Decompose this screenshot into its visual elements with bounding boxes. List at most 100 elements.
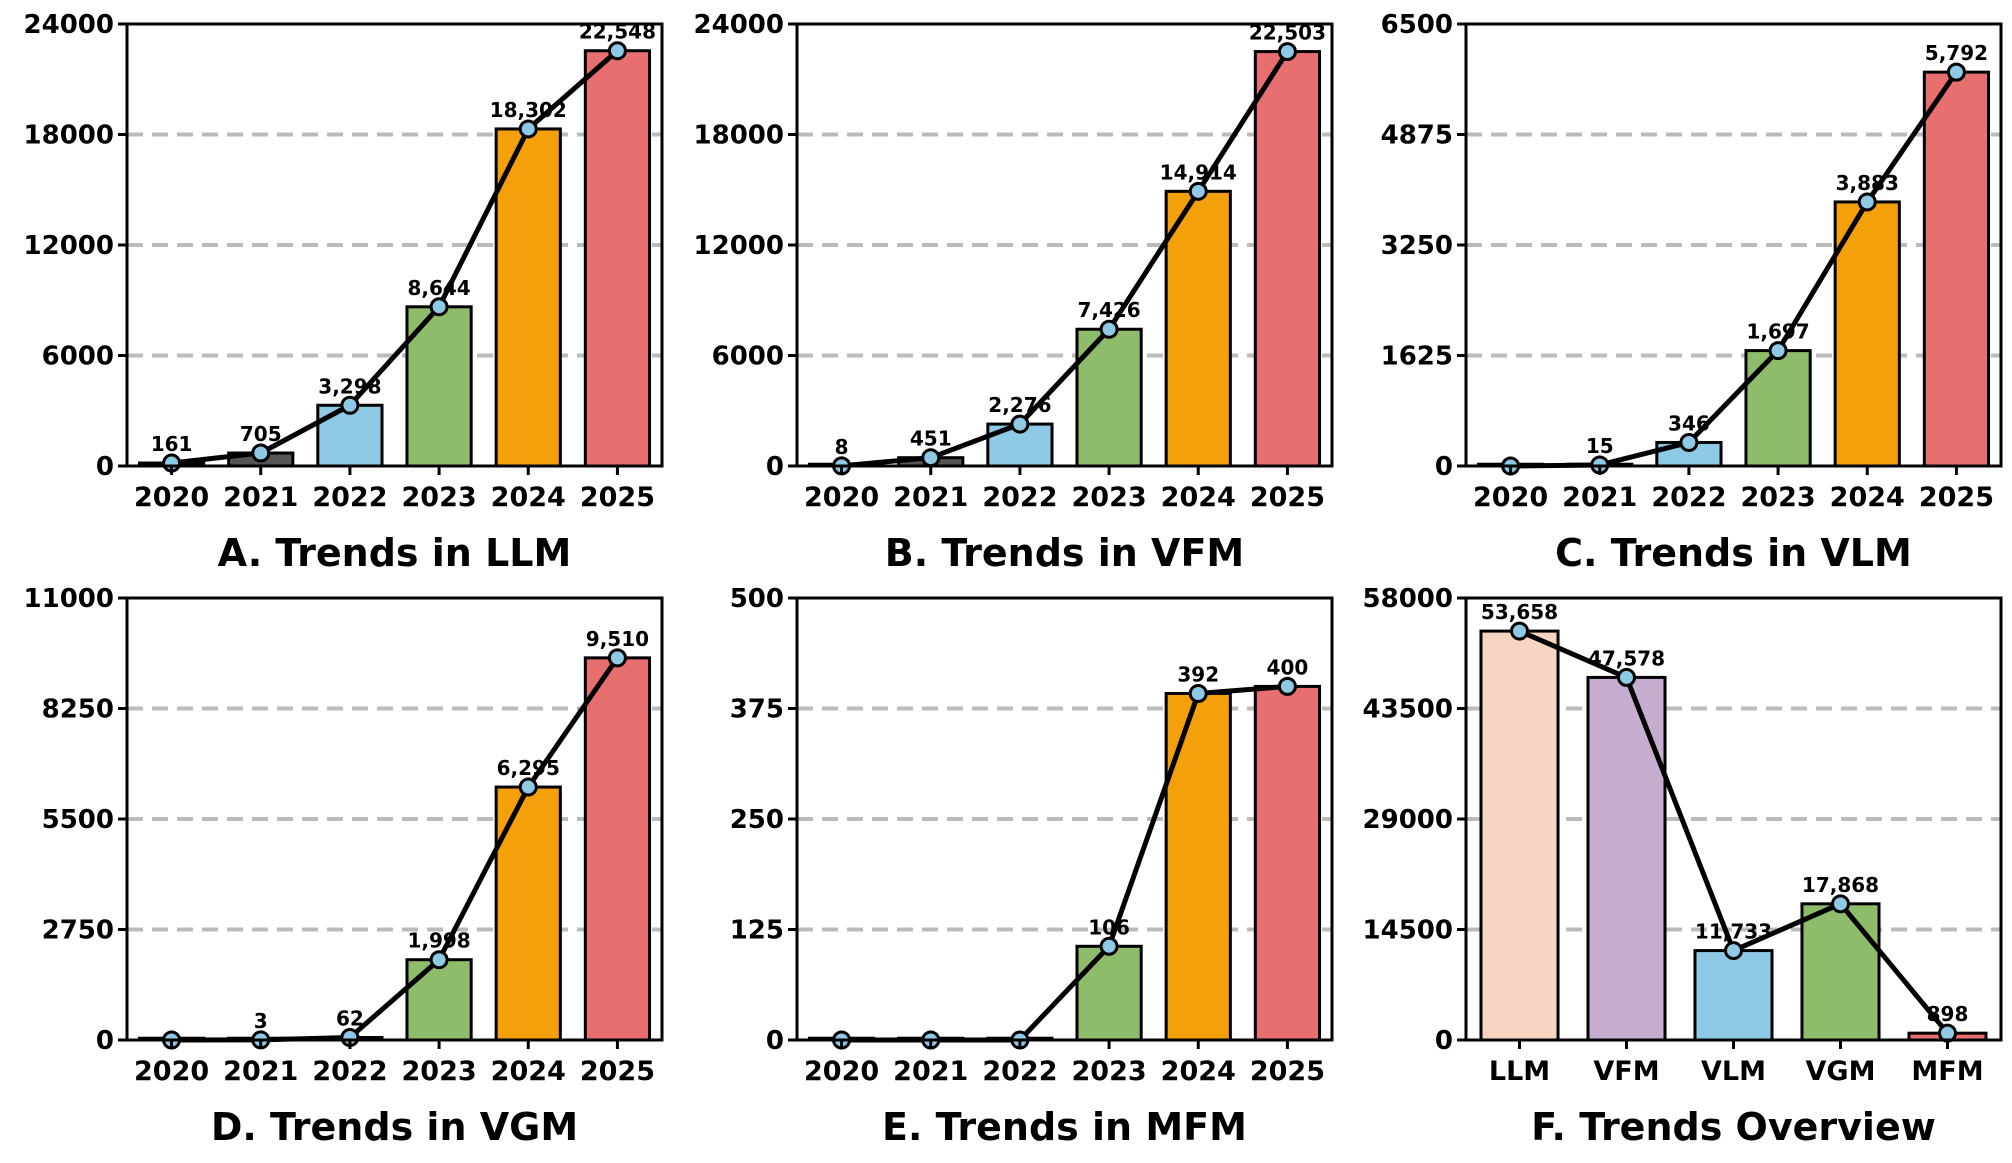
y-tick-label: 11000 bbox=[24, 584, 114, 614]
bar-2023 bbox=[405, 958, 473, 1042]
bar-VGM bbox=[1800, 902, 1881, 1042]
bar-2024 bbox=[494, 785, 562, 1042]
y-tick-label: 58000 bbox=[1363, 584, 1453, 614]
x-tick-label: 2024 bbox=[1161, 1056, 1236, 1087]
bar-2024 bbox=[1164, 691, 1232, 1042]
y-tick-label: 1625 bbox=[1381, 342, 1453, 372]
value-label: 451 bbox=[910, 427, 952, 451]
y-tick-label: 0 bbox=[1435, 452, 1453, 482]
y-tick-label: 6000 bbox=[712, 342, 784, 372]
y-tick-label: 375 bbox=[730, 695, 784, 725]
x-tick-label: 2025 bbox=[1919, 482, 1994, 513]
value-label: 11,733 bbox=[1695, 920, 1772, 944]
y-tick-label: 24000 bbox=[24, 10, 114, 40]
y-tick-label: 12000 bbox=[694, 231, 784, 261]
chart-title: D. Trends in VGM bbox=[211, 1105, 578, 1149]
bar-2024 bbox=[494, 127, 562, 468]
value-label: 3 bbox=[254, 1009, 268, 1033]
value-label: 9,510 bbox=[586, 627, 649, 651]
y-tick-label: 8250 bbox=[42, 695, 114, 725]
value-label: 6,295 bbox=[497, 756, 560, 780]
x-tick-label: 2021 bbox=[1562, 482, 1637, 513]
value-label: 15 bbox=[1586, 434, 1614, 458]
trend-point-LLM bbox=[1510, 621, 1529, 641]
trend-point-2023 bbox=[1099, 319, 1119, 339]
y-tick-label: 125 bbox=[730, 916, 784, 946]
value-label: 5,792 bbox=[1925, 41, 1988, 65]
y-tick-label: 43500 bbox=[1363, 695, 1453, 725]
value-label: 17,868 bbox=[1802, 873, 1879, 897]
x-tick-label: 2020 bbox=[804, 1056, 879, 1087]
x-tick-label: 2021 bbox=[223, 1056, 298, 1087]
bar-2024 bbox=[1164, 189, 1232, 468]
y-tick-label: 18000 bbox=[24, 121, 114, 151]
y-tick-label: 0 bbox=[96, 1026, 114, 1056]
y-tick-label: 0 bbox=[766, 1026, 784, 1056]
bar-VLM bbox=[1693, 949, 1774, 1042]
x-tick-label: 2024 bbox=[1161, 482, 1236, 513]
value-label: 14,914 bbox=[1160, 160, 1237, 184]
trend-point-2024 bbox=[1188, 683, 1208, 703]
y-tick-label: 12000 bbox=[24, 231, 114, 261]
value-label: 53,658 bbox=[1481, 600, 1558, 624]
value-label: 161 bbox=[151, 432, 193, 456]
x-tick-label: 2021 bbox=[893, 482, 968, 513]
x-tick-label: VFM bbox=[1593, 1056, 1659, 1087]
bar-2025 bbox=[1253, 50, 1322, 468]
chart-panel-3: 15 346 1,697 3,883 5,792 0 1625 3250 4875 6500 202… bbox=[1381, 10, 2003, 575]
value-label: 3,298 bbox=[318, 374, 381, 398]
value-label: 898 bbox=[1927, 1002, 1969, 1026]
value-label: 106 bbox=[1088, 915, 1130, 939]
x-tick-label: 2025 bbox=[1250, 1056, 1325, 1087]
trend-point-VLM bbox=[1724, 941, 1743, 961]
bar-VFM bbox=[1586, 675, 1667, 1042]
bar-LLM bbox=[1479, 629, 1560, 1042]
x-tick-label: 2020 bbox=[804, 482, 879, 513]
trend-point-2025 bbox=[1946, 62, 1966, 82]
y-tick-label: 24000 bbox=[694, 10, 784, 40]
x-tick-label: 2021 bbox=[893, 1056, 968, 1087]
x-tick-label: 2023 bbox=[1741, 482, 1816, 513]
y-tick-label: 0 bbox=[1435, 1026, 1453, 1056]
trend-point-2025 bbox=[607, 648, 627, 668]
bar-2025 bbox=[1922, 70, 1991, 468]
trend-point-VFM bbox=[1617, 667, 1636, 687]
value-label: 400 bbox=[1267, 655, 1309, 679]
chart-title: F. Trends Overview bbox=[1531, 1105, 1936, 1149]
bar-2023 bbox=[1744, 349, 1812, 468]
y-tick-label: 14500 bbox=[1363, 916, 1453, 946]
trend-point-2024 bbox=[518, 777, 538, 797]
value-label: 346 bbox=[1668, 411, 1710, 435]
value-label: 392 bbox=[1177, 662, 1219, 686]
value-label: 2,276 bbox=[988, 393, 1051, 417]
chart-title: A. Trends in LLM bbox=[218, 531, 572, 575]
x-tick-label: 2021 bbox=[223, 482, 298, 513]
bar-2025 bbox=[1253, 684, 1322, 1042]
value-label: 18,302 bbox=[490, 98, 567, 122]
x-tick-label: VLM bbox=[1701, 1056, 1766, 1087]
x-tick-label: 2022 bbox=[312, 482, 387, 513]
y-tick-label: 0 bbox=[766, 452, 784, 482]
chart-title: B. Trends in VFM bbox=[885, 531, 1244, 575]
y-tick-label: 29000 bbox=[1363, 805, 1453, 835]
y-tick-label: 0 bbox=[96, 452, 114, 482]
trend-line bbox=[171, 48, 620, 466]
value-label: 7,426 bbox=[1077, 298, 1140, 322]
chart-panel-2: 8 4512,2767,42614,91422,50306000120001800… bbox=[694, 10, 1334, 575]
trend-point-2025 bbox=[607, 41, 627, 61]
value-label: 1,697 bbox=[1746, 320, 1809, 344]
x-tick-label: 2024 bbox=[491, 482, 566, 513]
y-tick-label: 4875 bbox=[1381, 121, 1453, 151]
trend-point-2024 bbox=[518, 119, 538, 139]
y-tick-label: 3250 bbox=[1381, 231, 1453, 261]
trend-point-2023 bbox=[429, 950, 449, 970]
x-tick-label: VGM bbox=[1806, 1056, 1876, 1087]
x-tick-label: 2025 bbox=[580, 1056, 655, 1087]
value-label: 47,578 bbox=[1588, 646, 1665, 670]
value-label: 705 bbox=[240, 422, 282, 446]
x-tick-label: 2022 bbox=[982, 482, 1057, 513]
x-tick-label: 2023 bbox=[402, 1056, 477, 1087]
x-tick-label: 2024 bbox=[491, 1056, 566, 1087]
